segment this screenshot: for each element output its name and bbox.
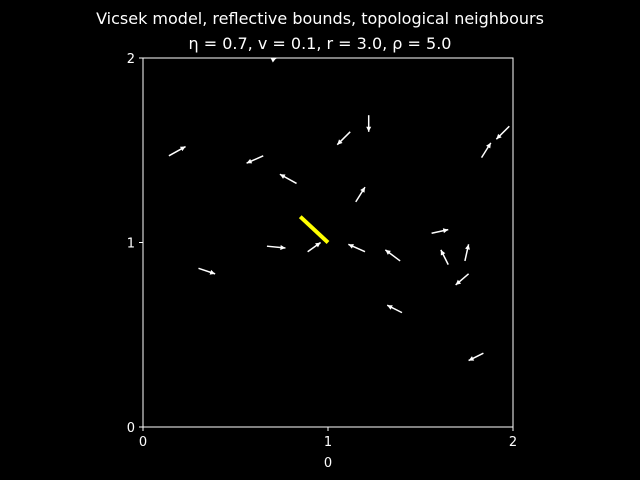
particle-arrow [440, 249, 449, 265]
particle-arrow [386, 304, 403, 314]
subtitle-sep-3: , [382, 34, 392, 53]
particle-arrow-head [385, 249, 391, 255]
particle-arrow-head [440, 249, 446, 256]
particle-arrow [468, 352, 484, 362]
particle-arrow-head [366, 126, 372, 132]
particle-arrow-head [486, 142, 491, 149]
particle-arrow-head [315, 242, 321, 248]
particle-arrow [168, 145, 186, 157]
particle-arrow-head [387, 305, 393, 310]
particle-arrow [348, 243, 366, 253]
particle-arrow [198, 267, 216, 275]
plot-marks [168, 58, 510, 362]
particle-arrow-head [179, 146, 186, 152]
particle-arrow-head [209, 269, 216, 275]
particle-arrow-head [496, 133, 502, 140]
particle-arrow [480, 142, 492, 159]
particle-arrow-head [280, 245, 286, 251]
chart-title: Vicsek model, reflective bounds, topolog… [96, 9, 544, 28]
y-tick-label: 0 [127, 421, 135, 436]
subtitle-rho: ρ = 5.0 [392, 34, 451, 53]
y-tick-label: 2 [127, 52, 135, 67]
x-tick-label: 1 [324, 435, 332, 450]
particle-arrow [246, 155, 264, 164]
particle-arrow [455, 273, 470, 286]
particle-arrow [307, 241, 322, 253]
particle-arrow [336, 131, 351, 146]
x-tick-label: 2 [509, 435, 517, 450]
subtitle-sep-2: , [316, 34, 326, 53]
particle-arrow-head [348, 244, 354, 249]
particle-arrow-head [279, 174, 286, 179]
particle-arrow-head [337, 139, 343, 145]
y-tick-label: 1 [127, 237, 135, 252]
subtitle-r: r = 3.0 [327, 34, 383, 53]
x-tick-label: 0 [139, 435, 147, 450]
particle-arrow [355, 186, 366, 203]
particle-arrow [366, 115, 372, 132]
subtitle-eta: η = 0.7 [189, 34, 248, 53]
particle-arrow [279, 173, 297, 185]
particle-arrow [270, 58, 277, 63]
particle-arrow [495, 125, 510, 140]
particle-arrow-head [455, 279, 462, 285]
particle-arrow-head [465, 244, 470, 250]
subtitle-sep-1: , [248, 34, 258, 53]
subtitle-v: v = 0.1 [258, 34, 317, 53]
particle-arrow [384, 249, 401, 262]
particle-arrow-head [360, 187, 365, 193]
particle-arrow-head [246, 158, 253, 164]
particle-arrow [266, 245, 286, 251]
particle-arrow-head [270, 58, 277, 63]
particle-arrow [464, 244, 470, 262]
particle-arrow-head [468, 356, 475, 361]
particle-arrow-head [442, 228, 449, 234]
x-axis-ticks: 0 1 2 [139, 427, 517, 450]
particle-arrow [431, 228, 449, 235]
chart-subtitle: η = 0.7, v = 0.1, r = 3.0, ρ = 5.0 [189, 34, 452, 53]
x-axis-label: 0 [324, 456, 332, 471]
highlighted-particle-heading [298, 215, 330, 244]
y-axis-ticks: 0 1 2 [127, 52, 143, 436]
